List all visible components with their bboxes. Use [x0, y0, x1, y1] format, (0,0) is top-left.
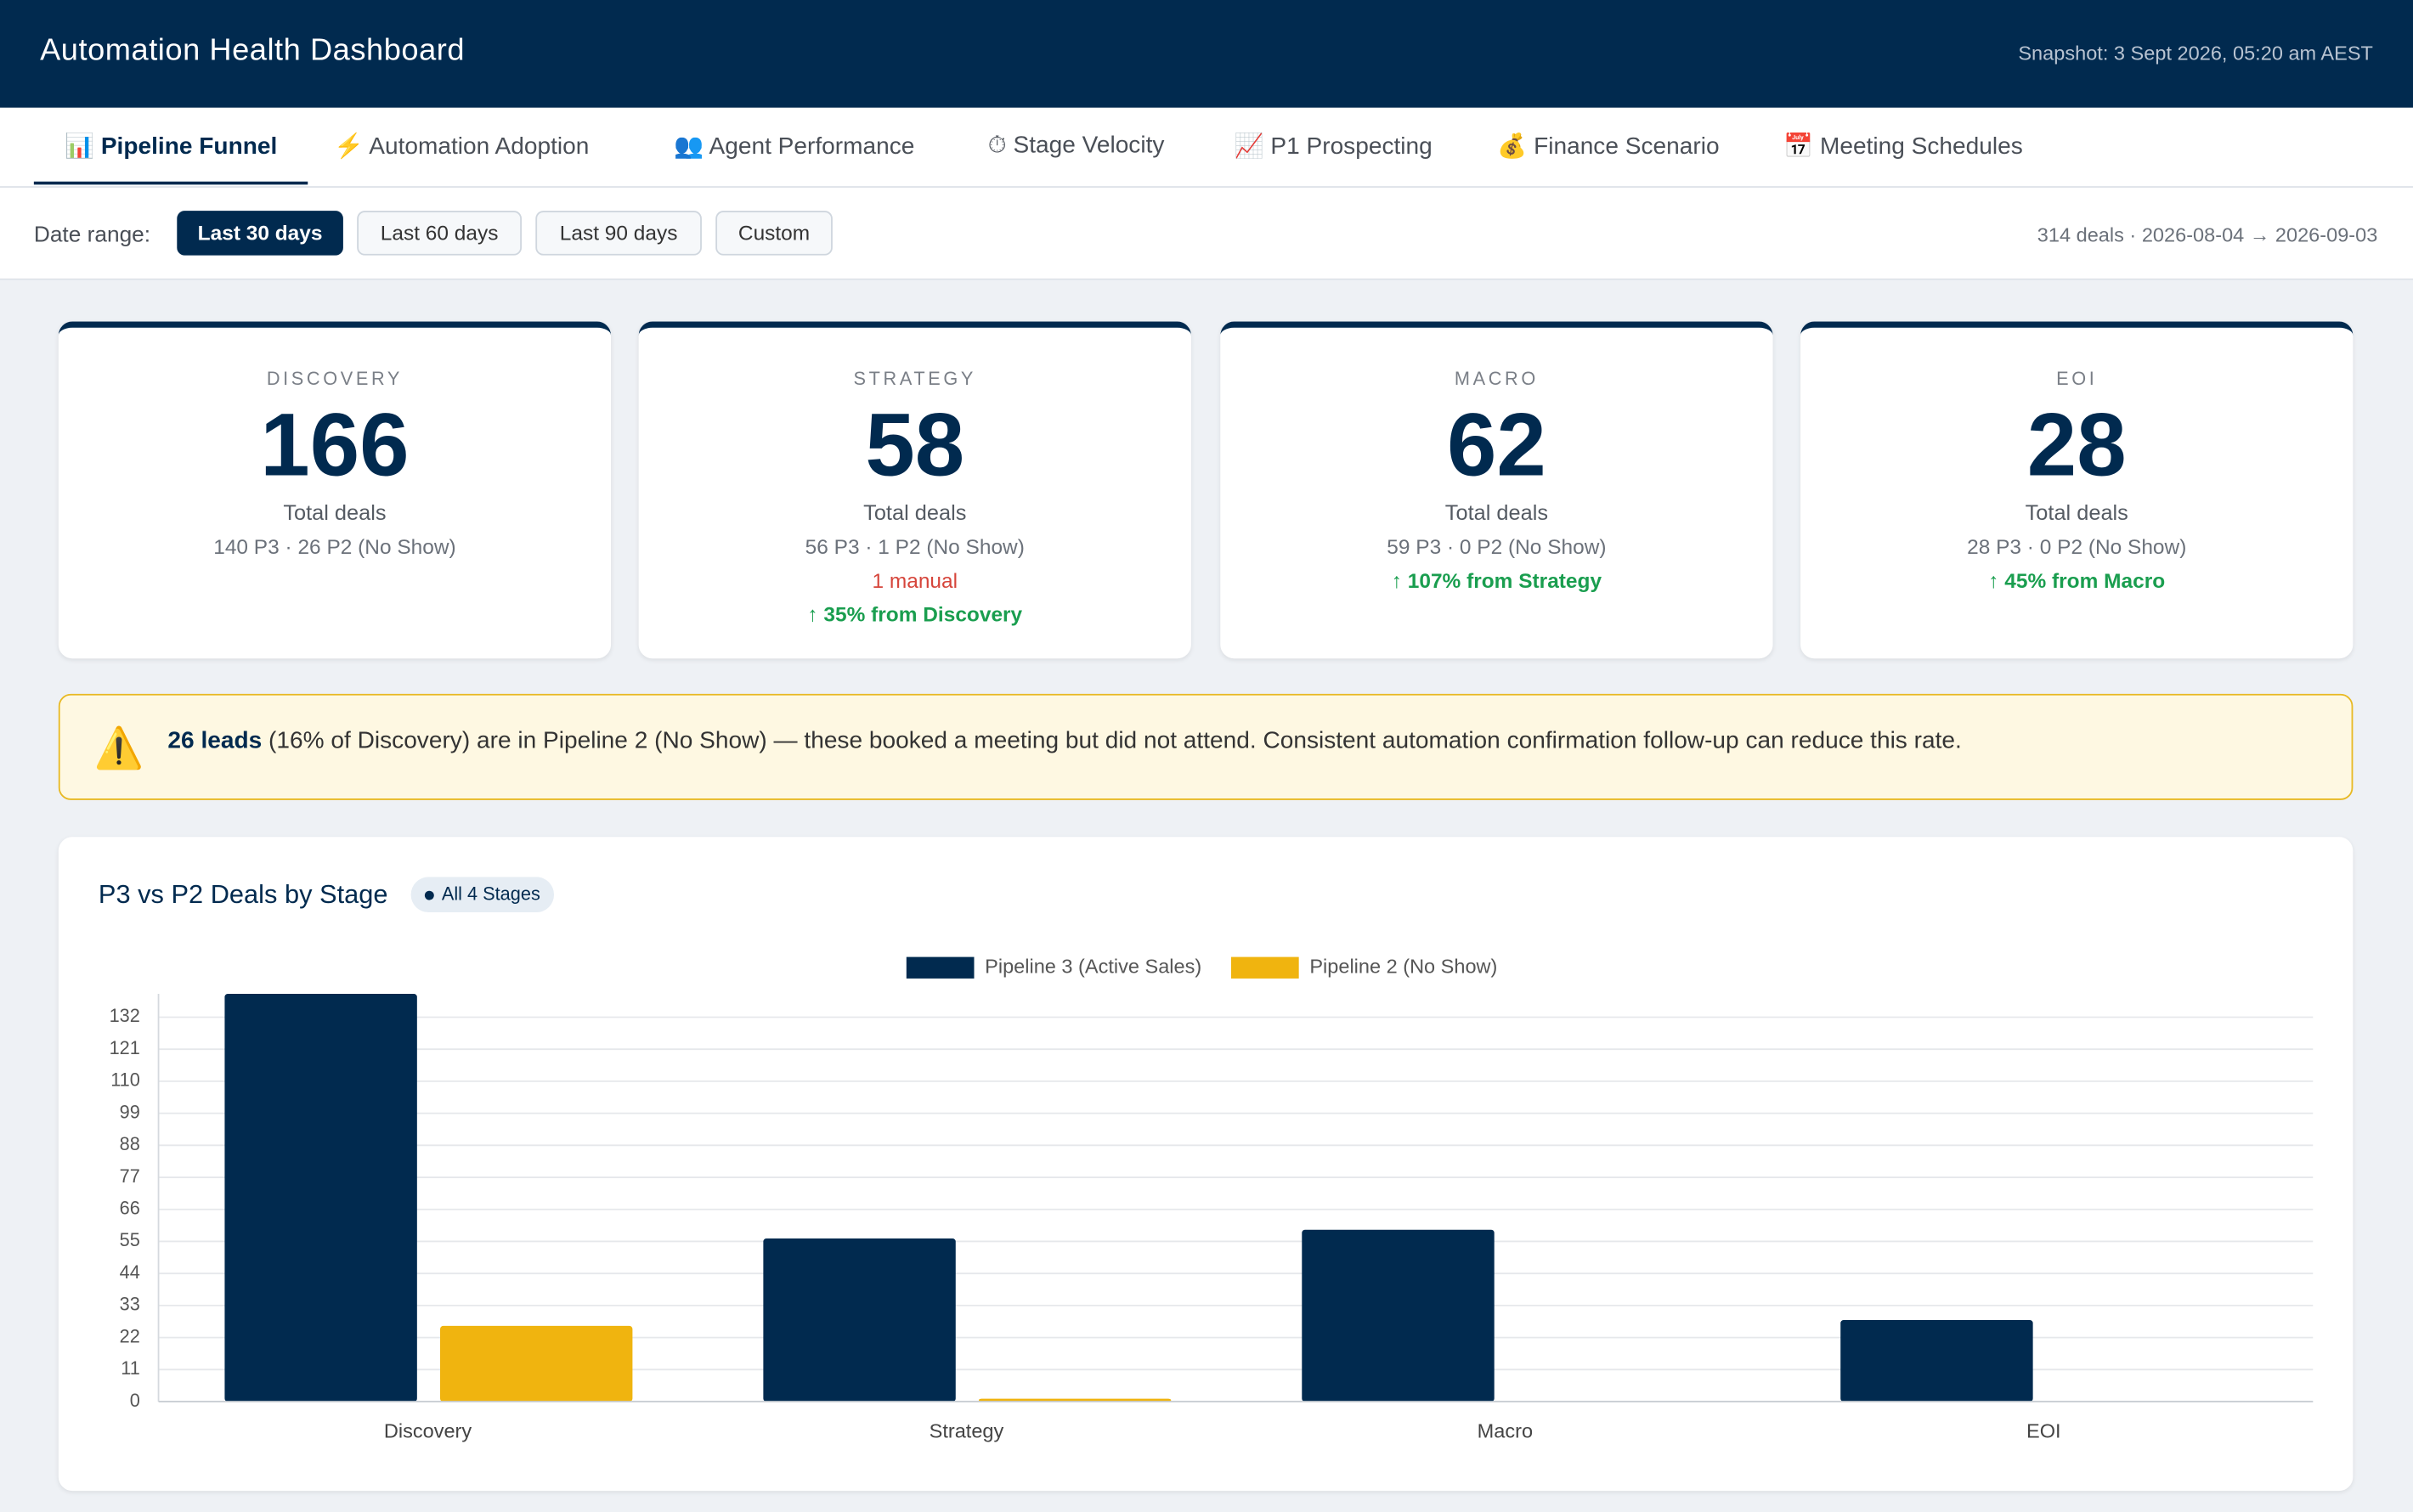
card-caption: Total deals: [283, 499, 387, 525]
tab[interactable]: 👥 Agent Performance: [674, 133, 915, 161]
card-label: STRATEGY: [853, 367, 977, 390]
tab[interactable]: 📊 Pipeline Funnel: [65, 133, 278, 161]
card-label: DISCOVERY: [266, 367, 404, 390]
card-label: EOI: [2056, 367, 2098, 390]
bar: [440, 1325, 633, 1402]
y-tick-label: 11: [121, 1357, 140, 1379]
bar: [763, 1238, 956, 1402]
legend-label: Pipeline 3 (Active Sales): [985, 955, 1201, 977]
card-value: 28: [2026, 395, 2127, 496]
x-tick-label: Strategy: [930, 1419, 1004, 1441]
date-range-label: Date range:: [33, 223, 151, 248]
card-caption: Total deals: [1444, 499, 1549, 525]
snapshot-time: Snapshot: 3 Sept 2026, 05:20 am AEST: [2018, 41, 2373, 65]
tab[interactable]: 📈 P1 Prospecting: [1234, 133, 1433, 161]
card-value: 166: [260, 395, 410, 496]
app-title: Automation Health Dashboard: [40, 33, 466, 68]
y-tick-label: 132: [110, 1005, 140, 1026]
tab-bar: 📊 Pipeline Funnel ⚡ Automation Adoption 👥 …: [0, 107, 2413, 188]
card-note: 1 manual: [872, 569, 958, 593]
card-caption: Total deals: [2025, 499, 2128, 525]
stage-card: DISCOVERY 166 Total deals 140 P3 · 26 P2 (N…: [58, 321, 612, 659]
alert: ⚠️ 26 leads (16% of Discovery) are in Pi…: [58, 693, 2354, 800]
stage-card: MACRO 62 Total deals 59 P3 · 0 P2 (No Show)…: [1220, 321, 1773, 659]
card-change: ↑ 107% from Strategy: [1391, 569, 1602, 593]
date-range-button[interactable]: Custom: [715, 211, 833, 256]
y-tick-label: 99: [120, 1101, 140, 1122]
chart-title: P3 vs P2 Deals by Stage: [98, 880, 388, 910]
card-breakdown: 28 P3 · 0 P2 (No Show): [1967, 535, 2187, 559]
card-change: ↑ 45% from Macro: [1988, 569, 2166, 593]
chart-panel: 0 11 22 33 44 55 66 77 88 99 110 121 132 Pipeline 3 (…: [58, 837, 2354, 1492]
bar: [1302, 1229, 1495, 1402]
y-tick-label: 77: [120, 1165, 140, 1187]
y-tick-label: 66: [120, 1197, 140, 1218]
y-tick-label: 88: [120, 1133, 140, 1154]
y-tick-label: 110: [110, 1069, 140, 1091]
tab[interactable]: ⚡ Automation Adoption: [334, 133, 590, 161]
legend-label: Pipeline 2 (No Show): [1309, 955, 1497, 977]
card-breakdown: 140 P3 · 26 P2 (No Show): [213, 535, 456, 559]
stage-card: EOI 28 Total deals 28 P3 · 0 P2 (No Show) ↑ …: [1800, 321, 2354, 659]
header: Automation Health Dashboard Snapshot: 3 …: [0, 0, 2413, 108]
legend-swatch: [906, 956, 975, 979]
card-breakdown: 59 P3 · 0 P2 (No Show): [1387, 535, 1607, 559]
tab[interactable]: 📅 Meeting Schedules: [1783, 133, 2023, 161]
card-change: ↑ 35% from Discovery: [807, 602, 1023, 627]
x-tick-label: Discovery: [384, 1419, 472, 1441]
bar: [1840, 1320, 2033, 1402]
date-range-button[interactable]: Last 60 days: [357, 211, 523, 256]
alert-icon: ⚠️: [93, 725, 144, 771]
card-label: MACRO: [1454, 367, 1539, 390]
legend-swatch: [1230, 956, 1299, 979]
alert-strong: 26 leads: [167, 727, 263, 754]
range-summary: 314 deals · 2026-08-04 → 2026-09-03: [2037, 223, 2378, 246]
date-range-button[interactable]: Last 30 days: [177, 211, 343, 256]
tab[interactable]: 💰 Finance Scenario: [1497, 133, 1720, 161]
y-tick-label: 33: [120, 1294, 140, 1315]
card-value: 62: [1446, 395, 1546, 496]
stage-card: STRATEGY 58 Total deals 56 P3 · 1 P2 (No Sh…: [638, 321, 1191, 659]
chart: 0 11 22 33 44 55 66 77 88 99 110 121 132 Pipeline 3 (…: [110, 955, 2314, 1441]
card-value: 58: [865, 395, 965, 496]
filter-bar: Date range: 314 deals · 2026-08-04 → 202…: [0, 187, 2413, 280]
alert-text: 26 leads (16% of Discovery) are in Pipel…: [167, 728, 1961, 756]
alert-body: (16% of Discovery) are in Pipeline 2 (No…: [268, 727, 1962, 754]
chart-body: 0 11 22 33 44 55 66 77 88 99 110 121 132 Pipeline 3 (…: [110, 955, 2314, 1441]
card-breakdown: 56 P3 · 1 P2 (No Show): [805, 535, 1025, 559]
y-tick-label: 44: [120, 1261, 140, 1283]
y-tick-label: 0: [130, 1390, 140, 1411]
date-range-button[interactable]: Last 90 days: [535, 211, 702, 256]
y-tick-label: 121: [110, 1037, 140, 1058]
active-tab-underline: [33, 181, 308, 185]
bar: [224, 994, 417, 1402]
card-caption: Total deals: [863, 499, 967, 525]
chart-badge: All 4 Stages: [410, 877, 555, 913]
x-tick-label: Macro: [1478, 1419, 1533, 1441]
y-tick-label: 22: [120, 1325, 140, 1346]
tab[interactable]: ⏱ Stage Velocity: [987, 132, 1165, 159]
y-tick-label: 55: [120, 1229, 140, 1250]
x-tick-label: EOI: [2026, 1419, 2061, 1441]
